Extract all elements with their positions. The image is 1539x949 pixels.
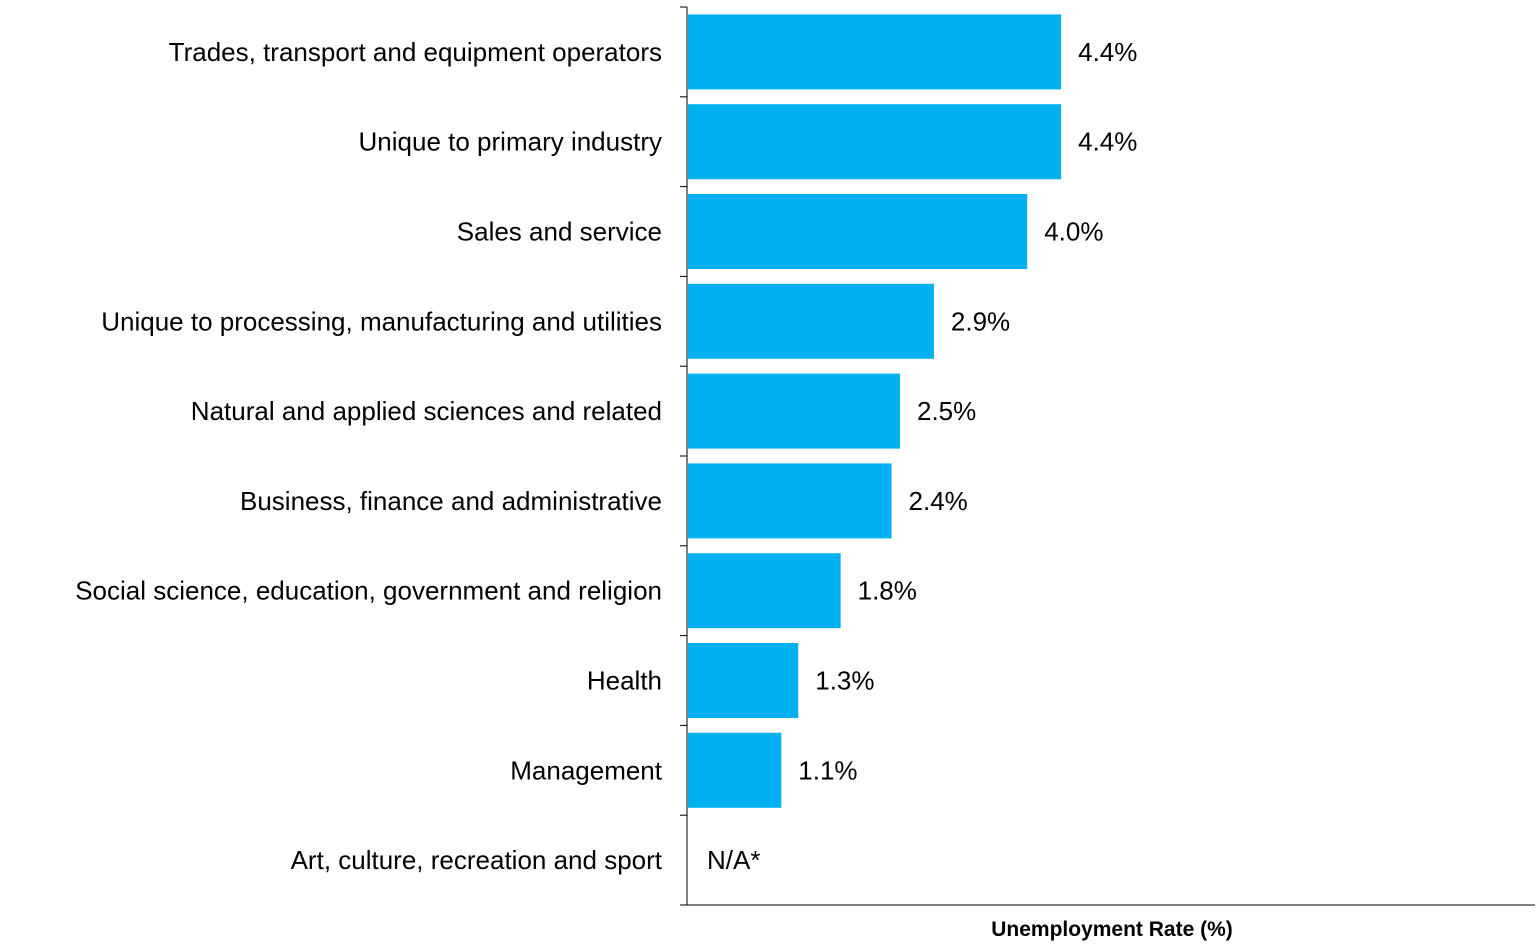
value-label: 2.5%	[917, 396, 976, 426]
category-label: Sales and service	[457, 217, 662, 247]
category-label: Natural and applied sciences and related	[191, 396, 662, 426]
bar	[688, 283, 934, 359]
bar	[688, 643, 799, 718]
category-label: Health	[587, 666, 662, 696]
bar	[688, 194, 1028, 269]
value-label: 1.1%	[798, 755, 857, 785]
category-label: Business, finance and administrative	[240, 486, 662, 516]
value-label: 4.4%	[1078, 127, 1137, 157]
category-label: Unique to processing, manufacturing and …	[101, 306, 662, 336]
value-label: 2.4%	[909, 486, 968, 516]
value-label: N/A*	[707, 845, 760, 875]
bar	[688, 732, 782, 808]
bar	[688, 553, 841, 629]
value-label: 1.3%	[815, 666, 874, 696]
bar	[688, 14, 1062, 90]
bars-group	[688, 14, 1062, 808]
value-label: 4.0%	[1044, 217, 1103, 247]
bar	[688, 373, 900, 449]
category-label: Unique to primary industry	[359, 127, 662, 157]
category-label: Social science, education, government an…	[75, 576, 662, 606]
value-label: 1.8%	[858, 576, 917, 606]
category-label: Management	[510, 755, 663, 785]
y-axis-ticks	[680, 6, 687, 906]
category-label: Trades, transport and equipment operator…	[169, 37, 662, 67]
bar	[688, 463, 892, 539]
labels-group: Trades, transport and equipment operator…	[75, 37, 1137, 875]
bar	[688, 104, 1062, 180]
x-axis-title: Unemployment Rate (%)	[991, 918, 1233, 941]
category-label: Art, culture, recreation and sport	[291, 845, 663, 875]
axes-group	[680, 6, 1535, 906]
value-label: 2.9%	[951, 306, 1010, 336]
value-label: 4.4%	[1078, 37, 1137, 67]
